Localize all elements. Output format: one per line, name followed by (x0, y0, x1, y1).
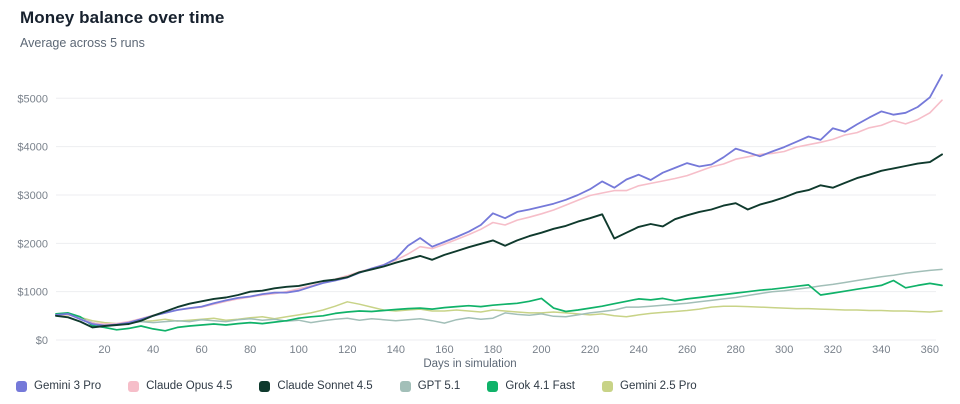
x-tick-label: 340 (872, 344, 890, 356)
x-tick-label: 320 (824, 344, 842, 356)
legend-swatch-icon (602, 380, 613, 392)
legend-swatch-icon (16, 380, 27, 392)
y-tick-label: $4000 (17, 142, 48, 154)
series-line-gpt-5-1 (55, 268, 943, 326)
series-line-gemini-2-5-pro (55, 301, 943, 325)
x-tick-label: 360 (921, 344, 939, 356)
x-tick-label: 40 (147, 344, 159, 356)
page-title: Money balance over time (20, 8, 225, 27)
x-tick-label: 120 (338, 344, 356, 356)
x-tick-label: 80 (244, 344, 256, 356)
chart-subtitle: Average across 5 runs (20, 36, 145, 50)
legend-item-claude-sonnet-4-5[interactable]: Claude Sonnet 4.5 (259, 380, 373, 392)
legend-label: Gemini 3 Pro (34, 380, 102, 392)
legend-label: Gemini 2.5 Pro (620, 380, 697, 392)
series-line-grok-4-1-fast (55, 279, 943, 332)
series-line-claude-opus-4-5 (55, 99, 943, 325)
legend-label: Grok 4.1 Fast (505, 380, 575, 392)
legend-swatch-icon (487, 380, 499, 392)
y-axis-tick-labels: $0 $1000 $2000 $3000 $4000 $5000 (17, 93, 48, 347)
x-tick-label: 180 (484, 344, 502, 356)
x-tick-label: 100 (290, 344, 308, 356)
y-tick-label: $1000 (17, 287, 48, 299)
legend-item-gemini-2-5-pro[interactable]: Gemini 2.5 Pro (602, 380, 697, 392)
x-axis-tick-labels: 20 40 60 80 100 120 140 160 180 200 220 240 260 280 30… (98, 344, 939, 356)
series-line-gemini-3-pro (55, 74, 943, 327)
series-line-claude-sonnet-4-5 (55, 153, 943, 329)
legend-item-gemini-3-pro[interactable]: Gemini 3 Pro (16, 380, 101, 392)
chart-legend: Gemini 3 Pro Claude Opus 4.5 Claude Sonnet… (16, 380, 697, 392)
legend-swatch-icon (259, 380, 271, 392)
x-tick-label: 280 (726, 344, 744, 356)
legend-label: GPT 5.1 (417, 380, 461, 392)
legend-label: Claude Sonnet 4.5 (277, 380, 373, 392)
gridlines (56, 97, 936, 341)
x-tick-label: 60 (196, 344, 208, 356)
y-tick-label: $3000 (17, 190, 48, 202)
legend-item-claude-opus-4-5[interactable]: Claude Opus 4.5 (128, 380, 232, 392)
y-tick-label: $2000 (17, 238, 48, 250)
x-tick-label: 160 (435, 344, 453, 356)
x-tick-label: 260 (678, 344, 696, 356)
y-tick-label: $0 (36, 335, 48, 347)
legend-item-grok-4-1-fast[interactable]: Grok 4.1 Fast (487, 380, 575, 392)
legend-item-gpt-5-1[interactable]: GPT 5.1 (399, 380, 461, 392)
x-tick-label: 20 (98, 344, 110, 356)
x-axis-title: Days in simulation (423, 358, 516, 370)
x-tick-label: 140 (387, 344, 405, 356)
legend-swatch-icon (399, 380, 411, 392)
x-tick-label: 240 (629, 344, 647, 356)
y-tick-label: $5000 (17, 93, 48, 105)
legend-label: Claude Opus 4.5 (146, 380, 233, 392)
x-tick-label: 220 (581, 344, 599, 356)
x-tick-label: 200 (532, 344, 550, 356)
series-lines (55, 74, 943, 332)
x-tick-label: 300 (775, 344, 793, 356)
legend-swatch-icon (128, 380, 140, 392)
